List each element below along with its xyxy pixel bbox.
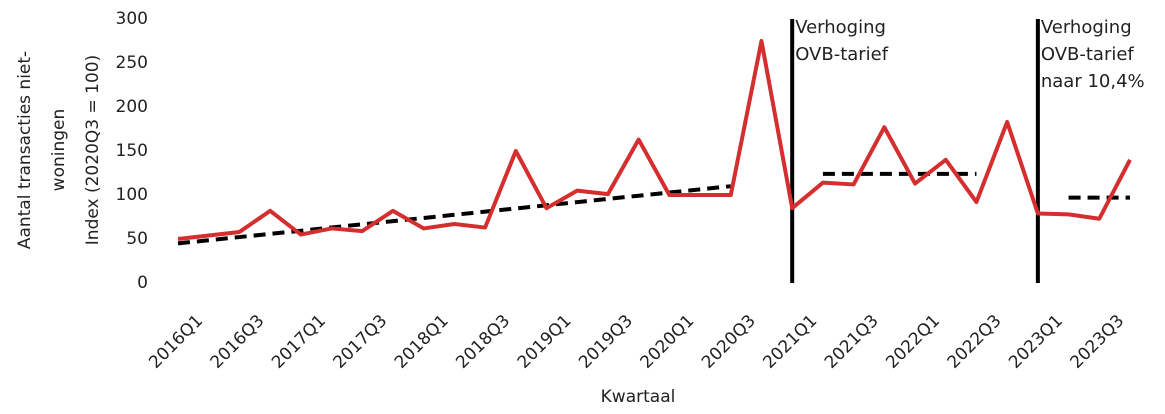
y-tick-label: 200 — [116, 97, 148, 117]
x-tick-label: 2016Q3 — [207, 311, 269, 373]
series-line — [177, 184, 731, 246]
x-tick-label: 2021Q3 — [821, 311, 883, 373]
x-tick-label: 2017Q3 — [329, 311, 391, 373]
annotation: Verhoging — [795, 17, 886, 38]
annotation: naar 10,4% — [1041, 71, 1145, 92]
x-tick-label: 2022Q3 — [944, 311, 1006, 373]
x-tick-label: 2023Q3 — [1067, 311, 1129, 373]
x-tick-label: 2022Q1 — [882, 311, 944, 373]
y-axis-label: Index (2020Q3 = 100) — [83, 55, 103, 245]
x-tick-label: 2019Q3 — [575, 311, 637, 373]
y-axis-label: Aantal transacties niet- — [15, 51, 35, 249]
y-tick-label: 150 — [116, 141, 148, 161]
x-tick-label: 2020Q3 — [698, 311, 760, 373]
x-tick-label: 2018Q1 — [391, 311, 453, 373]
y-axis-label: woningen — [49, 109, 69, 192]
y-tick-label: 50 — [126, 229, 148, 249]
x-tick-label: 2016Q1 — [145, 311, 207, 373]
x-tick-label: 2017Q1 — [268, 311, 330, 373]
annotation: OVB-tarief — [795, 44, 889, 65]
y-tick-label: 300 — [116, 9, 148, 29]
x-tick-label: 2019Q1 — [514, 311, 576, 373]
annotation: Verhoging — [1041, 17, 1132, 38]
x-tick-label: 2018Q3 — [452, 311, 514, 373]
y-tick-label: 100 — [116, 185, 148, 205]
annotation: OVB-tarief — [1041, 44, 1135, 65]
x-tick-label: 2020Q1 — [637, 311, 699, 373]
y-tick-label: 250 — [116, 53, 148, 73]
y-tick-label: 0 — [137, 273, 148, 293]
x-tick-label: 2023Q1 — [1005, 311, 1067, 373]
x-axis-label: Kwartaal — [601, 387, 676, 407]
series-line — [177, 39, 1132, 241]
x-tick-label: 2021Q1 — [759, 311, 821, 373]
